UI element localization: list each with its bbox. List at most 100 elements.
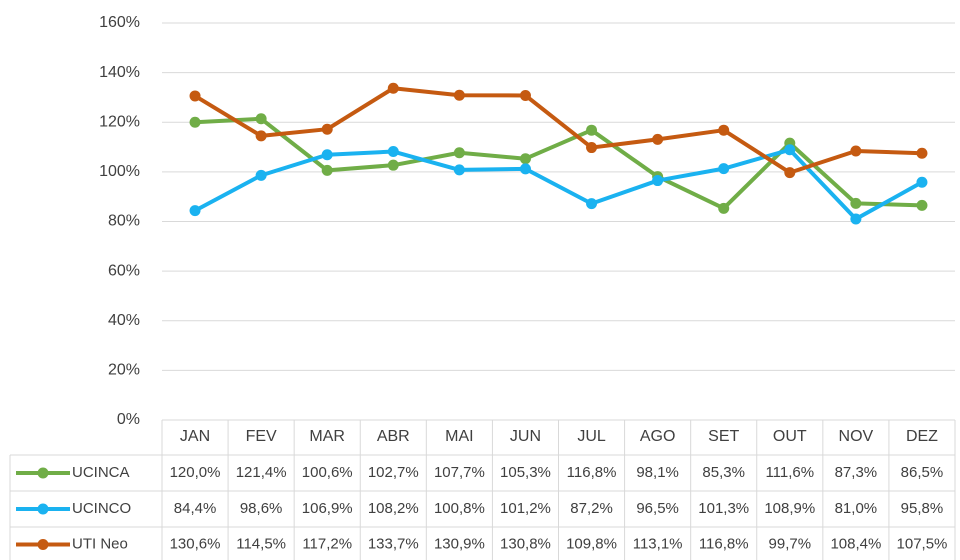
table-value: 101,3% bbox=[698, 500, 749, 517]
table-value: 120,0% bbox=[170, 464, 221, 481]
x-tick-label: ABR bbox=[377, 428, 410, 445]
data-point bbox=[652, 175, 664, 187]
table-value: 121,4% bbox=[236, 464, 287, 481]
data-point bbox=[189, 90, 201, 102]
legend-marker bbox=[37, 467, 49, 479]
table-value: 101,2% bbox=[500, 500, 551, 517]
data-point bbox=[255, 130, 267, 142]
data-point bbox=[718, 124, 730, 136]
table-value: 87,3% bbox=[835, 464, 878, 481]
table-value: 130,6% bbox=[170, 535, 221, 552]
data-point bbox=[850, 197, 862, 209]
data-point bbox=[387, 82, 399, 94]
data-point bbox=[321, 123, 333, 135]
table-value: 99,7% bbox=[769, 535, 812, 552]
table-value: 100,8% bbox=[434, 500, 485, 517]
series-line bbox=[194, 116, 923, 211]
y-tick-label: 120% bbox=[99, 113, 140, 130]
data-point bbox=[718, 163, 730, 175]
table-value: 87,2% bbox=[570, 500, 613, 517]
x-tick-label: DEZ bbox=[906, 428, 938, 445]
table-value: 114,5% bbox=[236, 535, 286, 552]
table-value: 100,6% bbox=[302, 464, 353, 481]
data-point bbox=[850, 145, 862, 157]
table-value: 98,6% bbox=[240, 500, 283, 517]
data-point bbox=[189, 205, 201, 217]
data-point bbox=[453, 164, 465, 176]
data-point bbox=[321, 149, 333, 161]
table-value: 107,5% bbox=[897, 535, 948, 552]
table-value: 98,1% bbox=[636, 464, 679, 481]
y-tick-label: 20% bbox=[108, 362, 140, 379]
y-tick-label: 160% bbox=[99, 14, 140, 31]
table-value: 117,2% bbox=[302, 535, 352, 552]
table-value: 111,6% bbox=[765, 464, 814, 481]
y-tick-label: 60% bbox=[108, 262, 140, 279]
data-point bbox=[586, 198, 598, 210]
data-point bbox=[519, 163, 531, 175]
data-point bbox=[321, 164, 333, 176]
y-tick-label: 80% bbox=[108, 213, 140, 230]
legend-marker bbox=[37, 539, 49, 550]
table-value: 108,4% bbox=[830, 535, 881, 552]
data-point bbox=[255, 113, 267, 125]
x-tick-label: MAI bbox=[445, 428, 473, 445]
legend-label: UTI Neo bbox=[72, 535, 128, 552]
table-value: 130,9% bbox=[434, 535, 485, 552]
data-point bbox=[586, 124, 598, 136]
x-tick-label: JUL bbox=[577, 428, 606, 445]
y-tick-label: 0% bbox=[117, 411, 140, 428]
data-point bbox=[784, 167, 796, 179]
y-tick-label: 100% bbox=[99, 163, 140, 180]
legend-label: UCINCA bbox=[72, 464, 130, 481]
data-point bbox=[189, 116, 201, 128]
data-point bbox=[916, 147, 928, 159]
table-value: 106,9% bbox=[302, 500, 353, 517]
table-value: 113,1% bbox=[633, 535, 683, 552]
x-tick-label: JUN bbox=[510, 428, 541, 445]
table-value: 116,8% bbox=[699, 535, 749, 552]
table-value: 133,7% bbox=[368, 535, 419, 552]
data-point bbox=[652, 133, 664, 145]
data-point bbox=[255, 169, 267, 181]
table-value: 95,8% bbox=[901, 500, 944, 517]
legend-marker bbox=[37, 503, 49, 515]
x-tick-label: FEV bbox=[246, 428, 277, 445]
x-tick-label: NOV bbox=[839, 428, 874, 445]
data-point bbox=[453, 89, 465, 101]
table-value: 108,2% bbox=[368, 500, 419, 517]
data-point bbox=[916, 176, 928, 188]
table-value: 86,5% bbox=[901, 464, 944, 481]
table-value: 130,8% bbox=[500, 535, 551, 552]
table-value: 85,3% bbox=[702, 464, 745, 481]
table-value: 116,8% bbox=[567, 464, 617, 481]
data-point bbox=[916, 199, 928, 211]
table-value: 84,4% bbox=[174, 500, 217, 517]
table-value: 105,3% bbox=[500, 464, 551, 481]
table-value: 109,8% bbox=[566, 535, 617, 552]
x-tick-label: AGO bbox=[640, 428, 676, 445]
table-value: 108,9% bbox=[764, 500, 815, 517]
data-point bbox=[519, 153, 531, 165]
x-tick-label: OUT bbox=[773, 428, 807, 445]
y-tick-label: 40% bbox=[108, 312, 140, 329]
data-point bbox=[850, 213, 862, 225]
x-tick-label: MAR bbox=[309, 428, 345, 445]
data-point bbox=[784, 144, 796, 156]
series-line bbox=[194, 147, 923, 222]
data-point bbox=[519, 89, 531, 101]
table-value: 81,0% bbox=[835, 500, 878, 517]
data-point bbox=[387, 159, 399, 171]
table-value: 96,5% bbox=[636, 500, 679, 517]
x-tick-label: SET bbox=[708, 428, 739, 445]
data-point bbox=[586, 142, 598, 154]
legend-label: UCINCO bbox=[72, 500, 131, 517]
y-tick-label: 140% bbox=[99, 64, 140, 81]
data-point bbox=[387, 146, 399, 158]
data-point bbox=[718, 202, 730, 214]
x-tick-label: JAN bbox=[180, 428, 210, 445]
data-point bbox=[453, 147, 465, 159]
table-value: 102,7% bbox=[368, 464, 419, 481]
series-line bbox=[194, 86, 923, 175]
